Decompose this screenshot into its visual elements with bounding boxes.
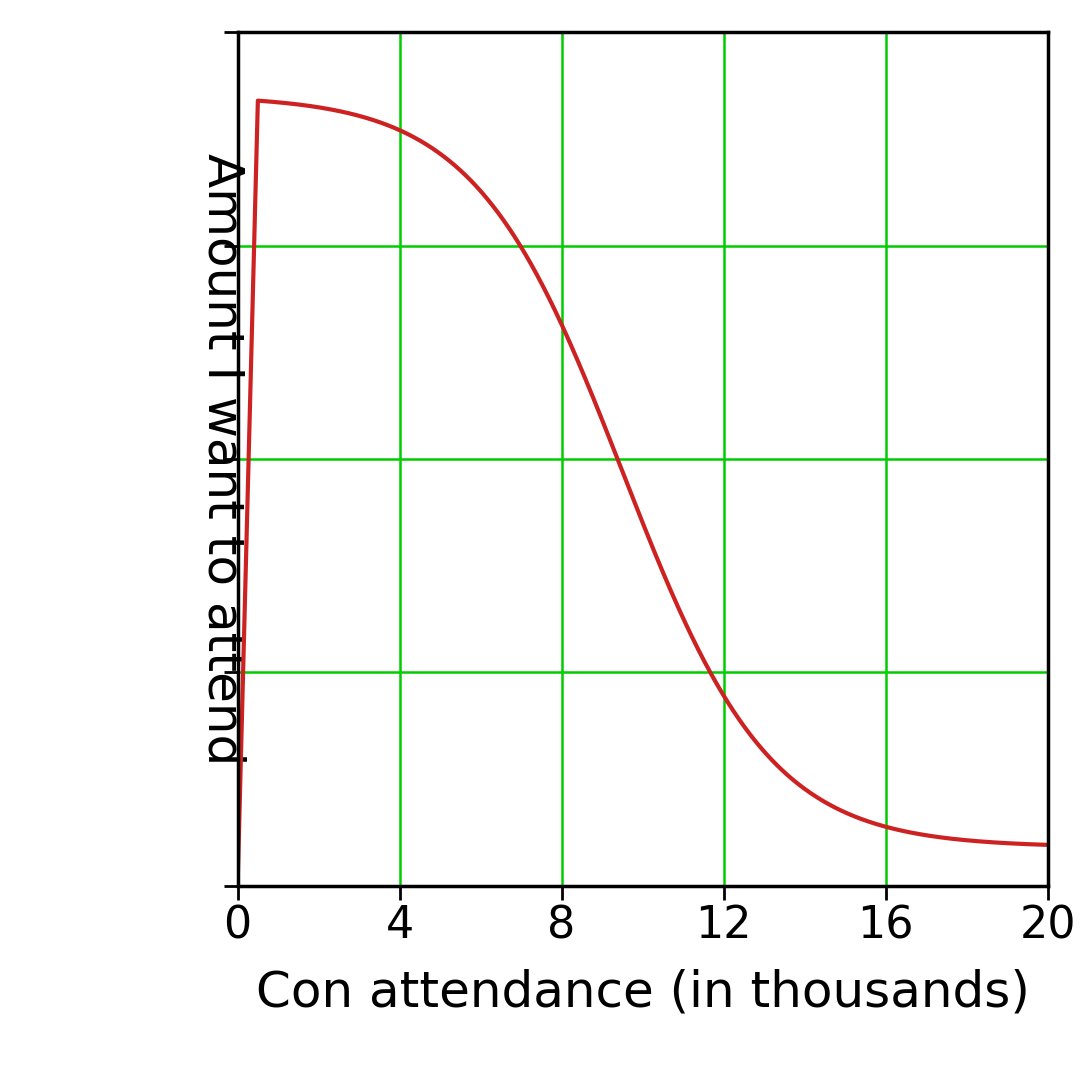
Y-axis label: Amount I want to attend: Amount I want to attend: [198, 153, 246, 765]
X-axis label: Con attendance (in thousands): Con attendance (in thousands): [256, 968, 1029, 1016]
